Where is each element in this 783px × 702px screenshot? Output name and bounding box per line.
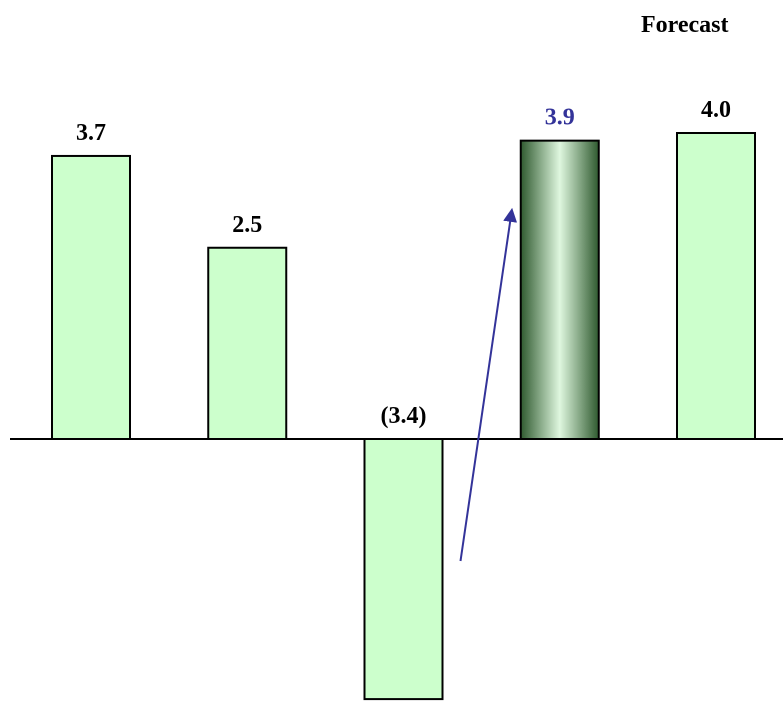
bar-3 (363, 438, 444, 701)
value-label-1: 3.7 (76, 120, 106, 146)
bar-5 (676, 132, 756, 440)
trend-arrow (459, 207, 518, 562)
value-label-2: 2.5 (232, 212, 262, 238)
value-label-4: 3.9 (545, 105, 575, 131)
value-label-5: 4.0 (701, 97, 731, 123)
bar-2 (207, 246, 288, 440)
bar-1 (51, 154, 131, 440)
forecast-label: Forecast (641, 12, 729, 38)
bar-4 (519, 139, 600, 440)
value-label-3: (3.4) (381, 403, 427, 429)
value-labels-group: 3.7 2.5 (3.4) 3.9 4.0 (76, 97, 731, 429)
